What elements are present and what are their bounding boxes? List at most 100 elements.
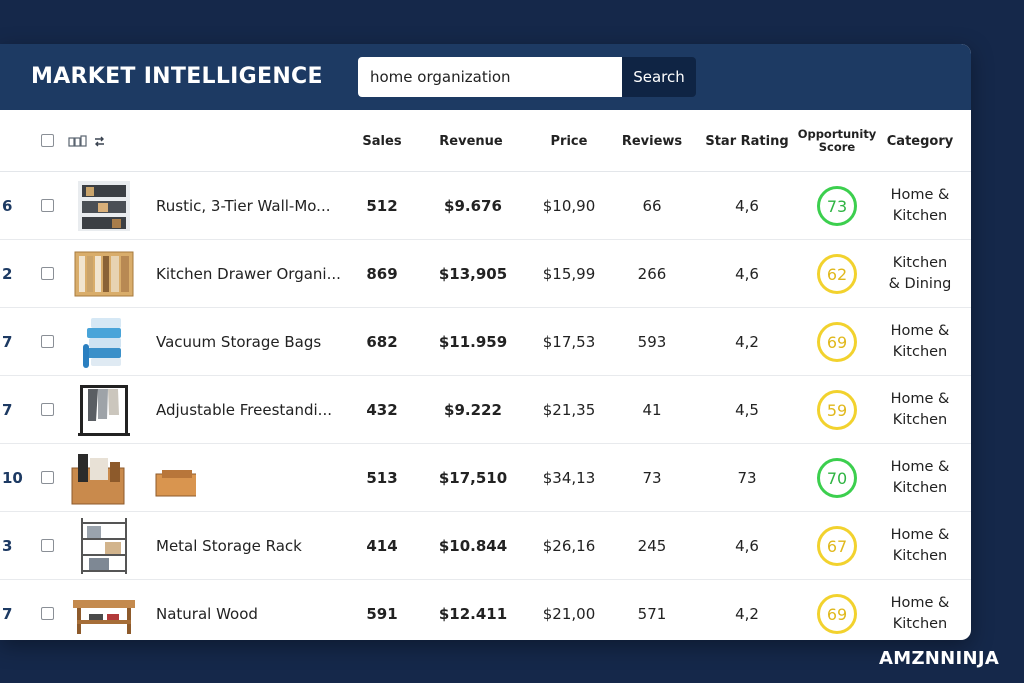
row-price: $21,35: [542, 401, 596, 419]
row-category: Home & Kitchen: [880, 308, 960, 376]
row-reviews: 571: [637, 605, 667, 623]
search-button[interactable]: Search: [622, 57, 696, 97]
row-checkbox[interactable]: [41, 199, 54, 212]
app-title: MARKET INTELLIGENCE: [31, 64, 323, 89]
table-row[interactable]: 2 Kitchen Drawer Organi... 869 $13,905 $…: [0, 240, 971, 308]
table-row[interactable]: 6 Rustic, 3-Tier Wall-Mo... 512 $9.676 $…: [0, 172, 971, 240]
row-reviews: 66: [642, 197, 662, 215]
product-name[interactable]: Metal Storage Rack: [156, 537, 302, 555]
select-all-checkbox[interactable]: [41, 134, 54, 147]
table-row[interactable]: 7 Natural Wood 591 $12.411 $21,00 571 4,…: [0, 580, 971, 640]
product-name[interactable]: [156, 444, 346, 512]
category-line1: Kitchen: [892, 255, 948, 271]
header-star-rating[interactable]: Star Rating: [705, 133, 789, 149]
row-checkbox[interactable]: [41, 335, 54, 348]
header-price[interactable]: Price: [550, 133, 588, 149]
row-star-rating: 4,6: [735, 265, 759, 283]
opportunity-score-badge: 73: [817, 186, 857, 226]
row-checkbox[interactable]: [41, 471, 54, 484]
product-thumbnail[interactable]: [66, 240, 142, 308]
category-line1: Home &: [890, 459, 950, 475]
row-category: Home & Kitchen: [880, 512, 960, 580]
product-name[interactable]: Rustic, 3-Tier Wall-Mo...: [156, 197, 331, 215]
row-price: $15,99: [542, 265, 596, 283]
header-sales[interactable]: Sales: [362, 133, 402, 149]
category-line1: Home &: [890, 187, 950, 203]
table-row[interactable]: 7 Vacuum Storage Bags 682 $11.959 $17,53…: [0, 308, 971, 376]
row-sales: 682: [366, 333, 398, 351]
opportunity-score-badge: 70: [817, 458, 857, 498]
category-line1: Home &: [890, 323, 950, 339]
category-line2: & Dining: [888, 276, 952, 292]
category-line2: Kitchen: [892, 344, 948, 360]
row-rank: 10: [2, 469, 23, 487]
product-thumbnail[interactable]: [66, 376, 142, 444]
row-checkbox[interactable]: [41, 539, 54, 552]
row-checkbox[interactable]: [41, 607, 54, 620]
table-row[interactable]: 7 Adjustable Freestandi... 432 $9.222 $2…: [0, 376, 971, 444]
row-star-rating: 4,6: [735, 197, 759, 215]
row-sales: 432: [366, 401, 398, 419]
row-revenue: $13,905: [438, 265, 508, 283]
product-thumbnail[interactable]: [66, 512, 142, 580]
row-rank: 6: [2, 197, 13, 215]
table-row[interactable]: 10 513 $17,510 $34,13 73 73 70 Home & Ki…: [0, 444, 971, 512]
header-tools: [68, 135, 105, 147]
product-name[interactable]: Vacuum Storage Bags: [156, 333, 322, 351]
header-opportunity-line1: Opportunity: [797, 127, 877, 141]
row-reviews: 266: [637, 265, 667, 283]
vacuum-bags-image: [83, 318, 121, 368]
product-thumbnail[interactable]: [66, 580, 142, 640]
row-category: Home & Kitchen: [880, 444, 960, 512]
row-rank: 7: [2, 605, 13, 623]
app-header: MARKET INTELLIGENCE Search: [0, 44, 971, 110]
row-star-rating: 4,5: [735, 401, 759, 419]
row-score-cell: 67: [796, 512, 878, 580]
header-opportunity-line2: Score: [818, 140, 856, 154]
row-sales: 869: [366, 265, 398, 283]
row-star-rating: 4,2: [735, 333, 759, 351]
opportunity-score-badge: 67: [817, 526, 857, 566]
row-score-cell: 69: [796, 308, 878, 376]
row-score-cell: 73: [796, 172, 878, 240]
columns-icon[interactable]: [68, 135, 88, 147]
row-sales: 591: [366, 605, 398, 623]
row-star-rating: 4,6: [735, 537, 759, 555]
row-reviews: 73: [642, 469, 662, 487]
row-sales: 513: [366, 469, 398, 487]
desk-organizer-image: [71, 454, 196, 505]
row-score-cell: 62: [796, 240, 878, 308]
category-line2: Kitchen: [892, 616, 948, 632]
table-row[interactable]: 3 Metal Storage Rack 414 $10.844 $26,16 …: [0, 512, 971, 580]
row-rank: 2: [2, 265, 13, 283]
category-line2: Kitchen: [892, 480, 948, 496]
row-checkbox[interactable]: [41, 403, 54, 416]
product-thumbnail[interactable]: [66, 172, 142, 240]
search-input[interactable]: [358, 57, 622, 97]
product-thumbnail[interactable]: [66, 308, 142, 376]
header-revenue[interactable]: Revenue: [439, 133, 503, 149]
row-revenue: $10.844: [438, 537, 508, 555]
row-revenue: $11.959: [438, 333, 508, 351]
header-opportunity-score[interactable]: Opportunity Score: [796, 110, 878, 172]
row-score-cell: 69: [796, 580, 878, 640]
row-category: Home & Kitchen: [880, 172, 960, 240]
row-reviews: 593: [637, 333, 667, 351]
product-name[interactable]: Natural Wood: [156, 605, 258, 623]
row-rank: 3: [2, 537, 13, 555]
row-price: $21,00: [542, 605, 596, 623]
product-name[interactable]: Adjustable Freestandi...: [156, 401, 332, 419]
product-name[interactable]: Kitchen Drawer Organi...: [156, 265, 341, 283]
opportunity-score-badge: 69: [817, 594, 857, 634]
row-rank: 7: [2, 333, 13, 351]
product-thumbnail[interactable]: [66, 444, 216, 512]
category-line1: Home &: [890, 595, 950, 611]
header-category[interactable]: Category: [886, 133, 954, 149]
row-rank: 7: [2, 401, 13, 419]
sort-icon[interactable]: [94, 136, 105, 147]
metal-rack-image: [81, 518, 127, 574]
header-reviews[interactable]: Reviews: [621, 133, 683, 149]
row-checkbox[interactable]: [41, 267, 54, 280]
row-category: Home & Kitchen: [880, 376, 960, 444]
row-revenue: $17,510: [438, 469, 508, 487]
